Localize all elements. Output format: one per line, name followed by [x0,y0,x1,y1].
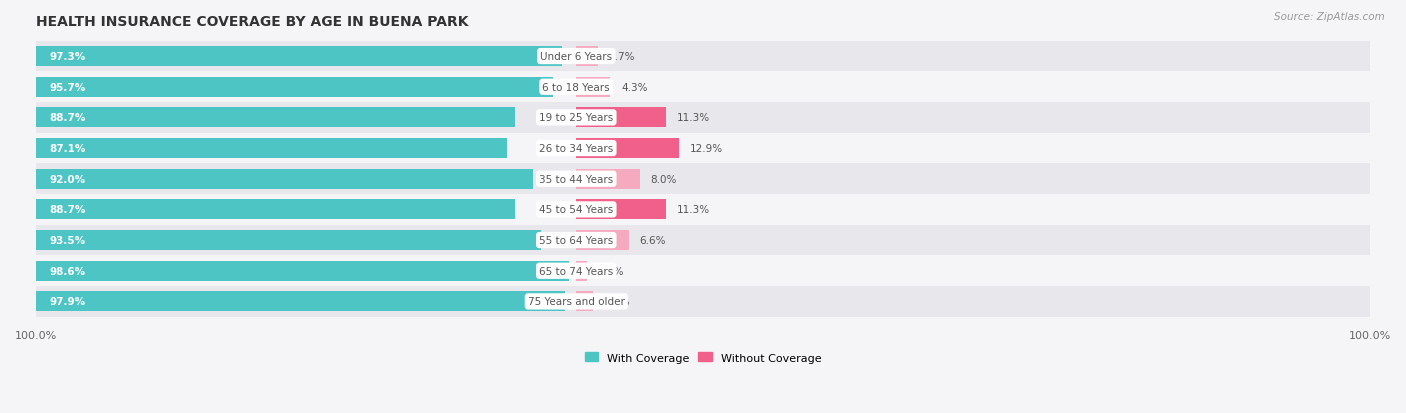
Bar [576,108,666,128]
Text: 2.1%: 2.1% [603,297,630,307]
Legend: With Coverage, Without Coverage: With Coverage, Without Coverage [581,348,825,367]
Text: 88.7%: 88.7% [49,205,86,215]
Bar [37,78,553,97]
Text: 1.4%: 1.4% [598,266,624,276]
Bar [576,261,588,281]
Text: 11.3%: 11.3% [676,205,710,215]
Text: 95.7%: 95.7% [49,83,86,93]
Bar [576,169,640,189]
Bar [37,133,1369,164]
Text: 12.9%: 12.9% [689,144,723,154]
Text: 35 to 44 Years: 35 to 44 Years [538,174,613,184]
Text: 75 Years and older: 75 Years and older [527,297,624,307]
Bar [576,230,628,250]
Text: 92.0%: 92.0% [49,174,86,184]
Bar [37,108,515,128]
Text: 26 to 34 Years: 26 to 34 Years [538,144,613,154]
Bar [37,42,1369,72]
Bar [37,256,1369,286]
Bar [37,286,1369,317]
Text: 8.0%: 8.0% [651,174,676,184]
Bar [576,200,666,220]
Bar [37,72,1369,103]
Bar [37,225,1369,256]
Text: 87.1%: 87.1% [49,144,86,154]
Bar [37,47,562,67]
Bar [576,47,598,67]
Bar [37,230,541,250]
Bar [37,292,565,312]
Text: 2.7%: 2.7% [609,52,636,62]
Bar [37,139,506,159]
Bar [37,200,515,220]
Text: 97.9%: 97.9% [49,297,86,307]
Text: 19 to 25 Years: 19 to 25 Years [538,113,613,123]
Text: Under 6 Years: Under 6 Years [540,52,613,62]
Text: 88.7%: 88.7% [49,113,86,123]
Text: 6 to 18 Years: 6 to 18 Years [543,83,610,93]
Text: 93.5%: 93.5% [49,235,86,245]
Text: HEALTH INSURANCE COVERAGE BY AGE IN BUENA PARK: HEALTH INSURANCE COVERAGE BY AGE IN BUEN… [37,15,468,29]
Bar [37,103,1369,133]
Text: Source: ZipAtlas.com: Source: ZipAtlas.com [1274,12,1385,22]
Bar [37,169,533,189]
Text: 11.3%: 11.3% [676,113,710,123]
Text: 55 to 64 Years: 55 to 64 Years [538,235,613,245]
Text: 65 to 74 Years: 65 to 74 Years [538,266,613,276]
Bar [576,292,593,312]
Text: 97.3%: 97.3% [49,52,86,62]
Bar [37,261,569,281]
Text: 6.6%: 6.6% [640,235,666,245]
Bar [576,139,679,159]
Text: 98.6%: 98.6% [49,266,86,276]
Bar [576,78,610,97]
Text: 4.3%: 4.3% [621,83,648,93]
Bar [37,195,1369,225]
Text: 45 to 54 Years: 45 to 54 Years [538,205,613,215]
Bar [37,164,1369,195]
